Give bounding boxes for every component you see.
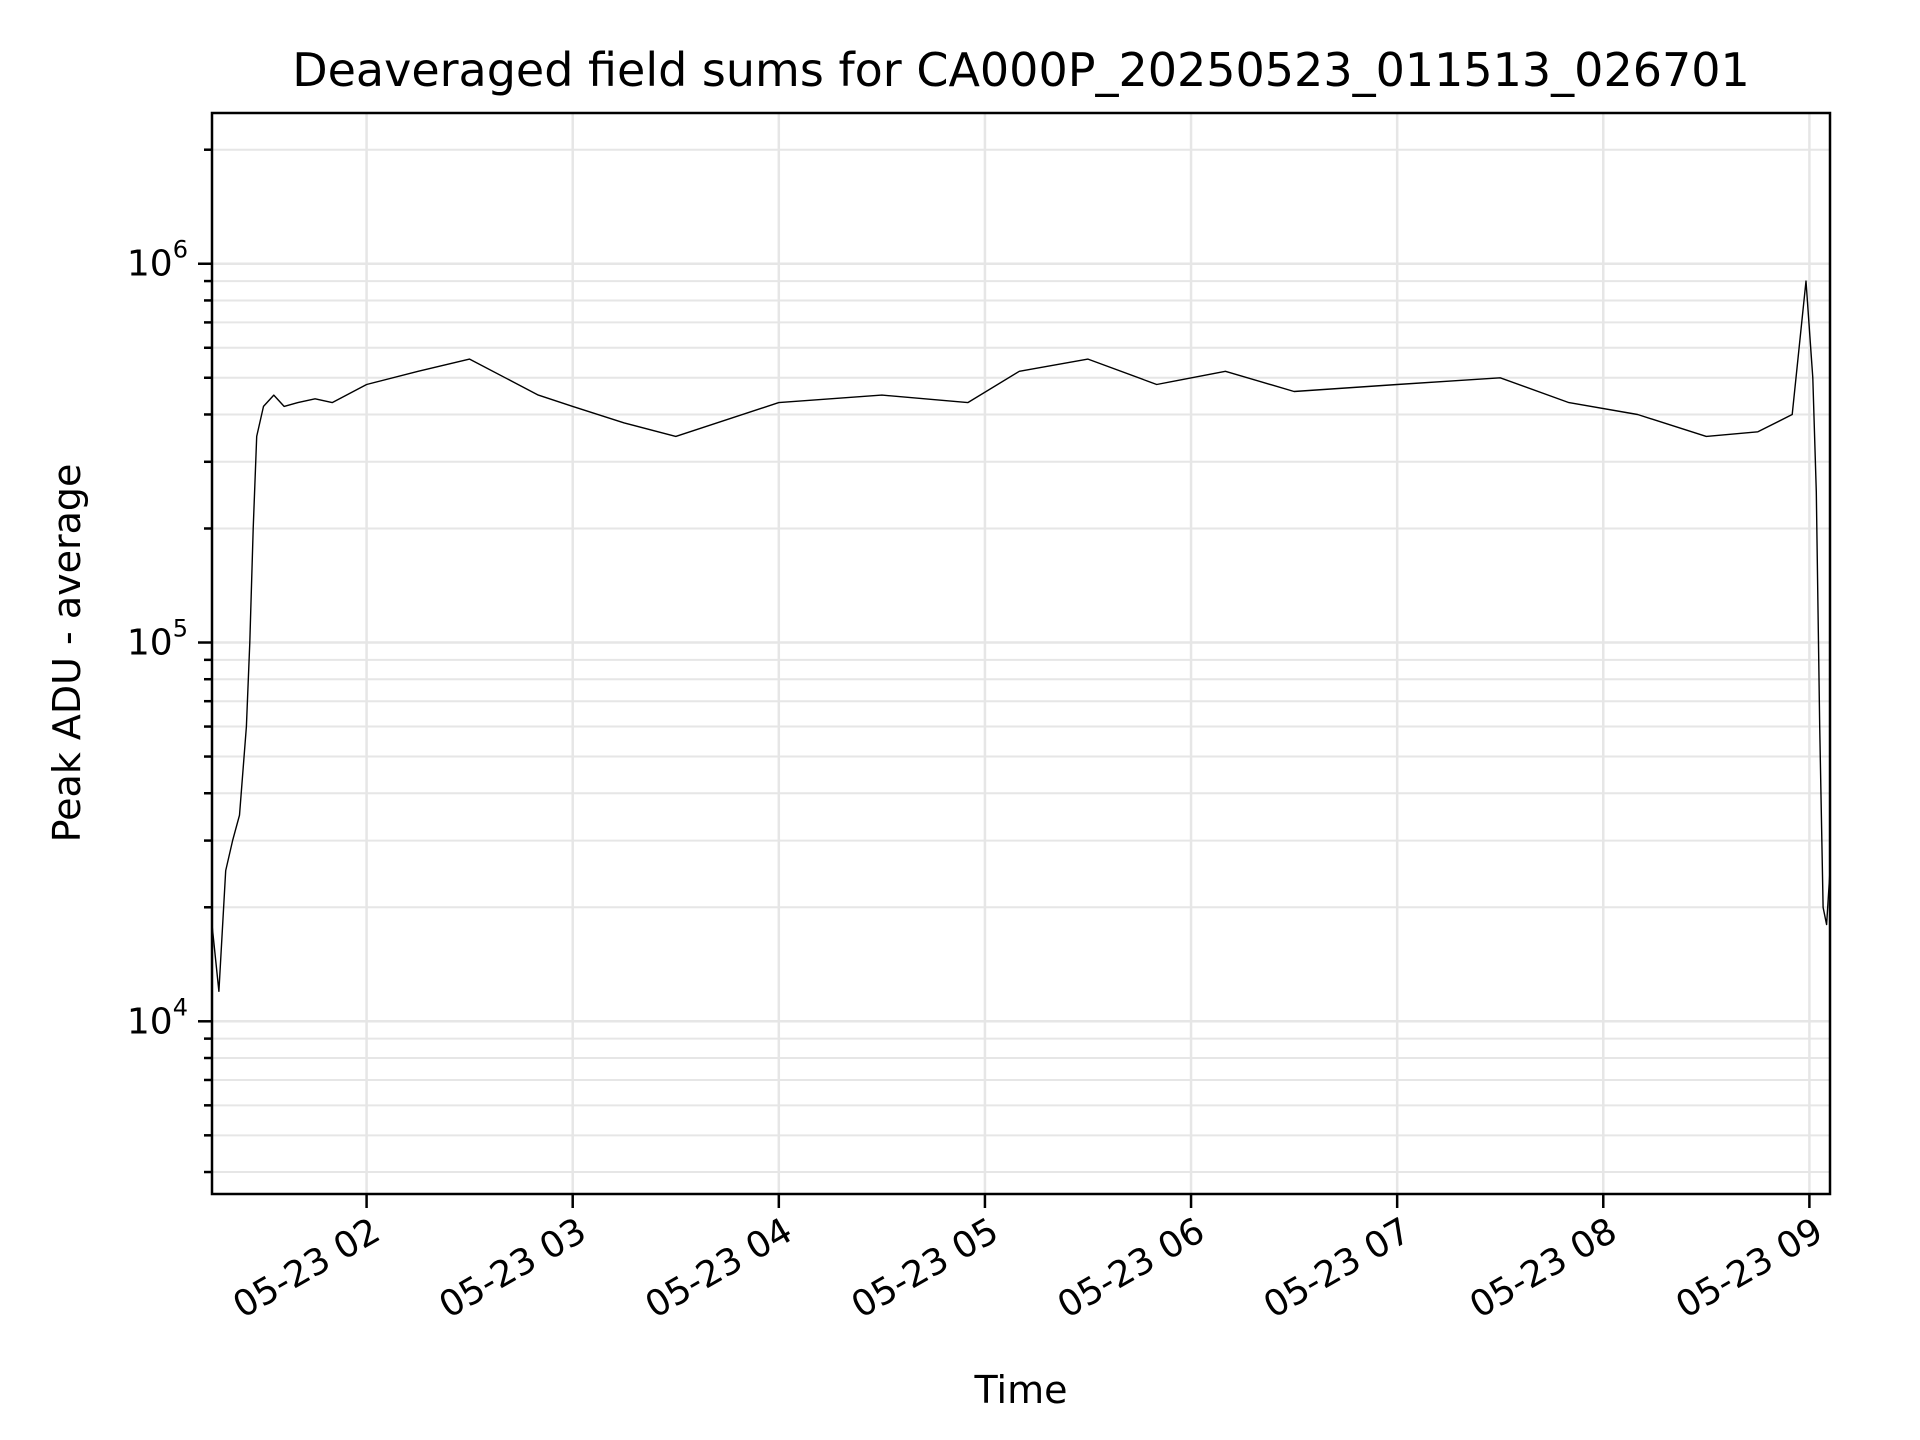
series-layer <box>211 280 1831 992</box>
plot-area-frame <box>210 111 1832 1196</box>
y-tick-label: 104 <box>127 993 188 1042</box>
grid-layer <box>212 113 1830 1194</box>
x-tick-label: 05-23 05 <box>845 1210 1006 1326</box>
x-tick-label: 05-23 04 <box>639 1210 800 1326</box>
y-tick-label: 106 <box>127 236 188 285</box>
x-tick-label: 05-23 02 <box>226 1210 387 1326</box>
y-tick-layer: 104 105 106 <box>127 148 212 1174</box>
x-tick-label: 05-23 08 <box>1463 1210 1624 1326</box>
x-tick-label: 05-23 09 <box>1669 1210 1830 1326</box>
x-tick-label: 05-23 03 <box>433 1210 594 1326</box>
x-tick-label: 05-23 07 <box>1257 1210 1418 1326</box>
x-axis-label: Time <box>974 1368 1068 1412</box>
series-line <box>211 280 1831 992</box>
y-axis-label: Peak ADU - average <box>45 464 89 843</box>
y-tick-label: 105 <box>127 615 188 664</box>
x-tick-layer: 05-23 02 05-23 03 05-23 04 05-23 05 05-23 06… <box>226 1194 1830 1327</box>
x-tick-label: 05-23 06 <box>1051 1210 1212 1326</box>
chart-title: Deaveraged field sums for CA000P_2025052… <box>292 43 1750 97</box>
